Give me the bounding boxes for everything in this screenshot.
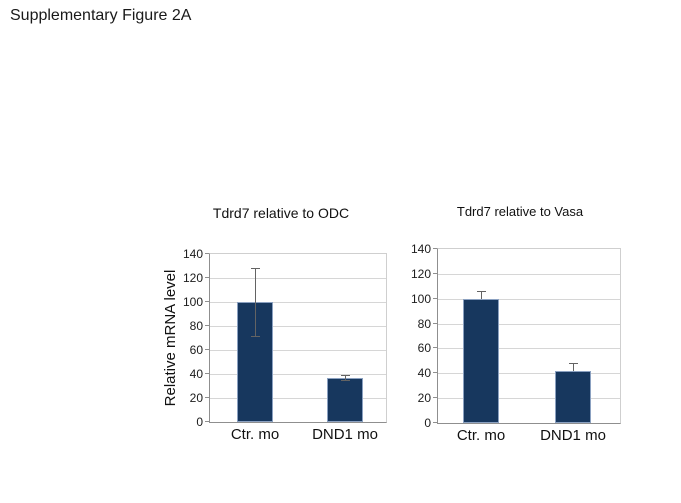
error-bar-cap bbox=[476, 291, 486, 292]
y-tick-label: 80 bbox=[189, 319, 203, 333]
gridline bbox=[210, 350, 386, 351]
y-tick-mark bbox=[205, 373, 209, 374]
plot-area bbox=[209, 253, 387, 423]
error-bar-cap bbox=[250, 268, 260, 269]
gridline bbox=[438, 324, 620, 325]
bar bbox=[237, 302, 273, 422]
gridline bbox=[210, 398, 386, 399]
bar bbox=[555, 371, 591, 423]
gridline bbox=[438, 299, 620, 300]
y-tick-label: 100 bbox=[182, 295, 203, 309]
y-tick-label: 140 bbox=[182, 247, 203, 261]
figure-label: Supplementary Figure 2A bbox=[10, 7, 192, 24]
error-bar-cap bbox=[568, 363, 578, 364]
bar bbox=[327, 378, 363, 422]
y-tick-label: 100 bbox=[410, 292, 431, 306]
error-bar-cap bbox=[340, 375, 350, 376]
y-tick-mark bbox=[205, 253, 209, 254]
y-tick-mark bbox=[433, 298, 437, 299]
y-tick-mark bbox=[205, 349, 209, 350]
y-tick-label: 140 bbox=[410, 242, 431, 256]
x-axis-category-label: Ctr. mo bbox=[230, 426, 280, 443]
bar bbox=[463, 299, 499, 423]
y-tick-mark bbox=[433, 248, 437, 249]
gridline bbox=[210, 302, 386, 303]
chart-title: Tdrd7 relative to ODC bbox=[212, 205, 350, 221]
y-tick-mark bbox=[205, 325, 209, 326]
y-tick-label: 80 bbox=[417, 317, 431, 331]
error-bar bbox=[480, 291, 482, 299]
error-bar bbox=[572, 363, 574, 371]
y-tick-mark bbox=[205, 301, 209, 302]
y-tick-mark bbox=[433, 422, 437, 423]
x-axis-category-label: Ctr. mo bbox=[456, 427, 506, 444]
y-tick-mark bbox=[433, 397, 437, 398]
y-tick-mark bbox=[433, 372, 437, 373]
error-bar-cap bbox=[340, 380, 350, 381]
y-tick-mark bbox=[205, 397, 209, 398]
y-tick-mark bbox=[433, 347, 437, 348]
y-tick-label: 0 bbox=[196, 415, 203, 429]
y-tick-label: 60 bbox=[417, 341, 431, 355]
y-tick-mark bbox=[433, 323, 437, 324]
gridline bbox=[210, 326, 386, 327]
gridline bbox=[438, 348, 620, 349]
chart-title: Tdrd7 relative to Vasa bbox=[456, 204, 584, 219]
y-tick-label: 20 bbox=[417, 391, 431, 405]
y-tick-label: 40 bbox=[189, 367, 203, 381]
gridline bbox=[210, 374, 386, 375]
gridline bbox=[438, 398, 620, 399]
x-axis-category-label: DND1 mo bbox=[312, 426, 378, 443]
y-tick-mark bbox=[205, 421, 209, 422]
gridline bbox=[210, 278, 386, 279]
y-tick-label: 120 bbox=[410, 267, 431, 281]
plot-area bbox=[437, 248, 621, 424]
gridline bbox=[438, 274, 620, 275]
chart-tdrd7-relative-to-vasa: Tdrd7 relative to Vasa 0 20 40 60 80 100 120 14… bbox=[400, 195, 640, 457]
y-tick-mark bbox=[205, 277, 209, 278]
error-bar bbox=[344, 375, 346, 380]
y-tick-label: 20 bbox=[189, 391, 203, 405]
y-tick-label: 0 bbox=[424, 416, 431, 430]
chart-tdrd7-relative-to-odc: Tdrd7 relative to ODC Relative mRNA leve… bbox=[150, 195, 400, 457]
x-axis-category-label: DND1 mo bbox=[540, 427, 606, 444]
y-tick-mark bbox=[433, 273, 437, 274]
y-tick-label: 120 bbox=[182, 271, 203, 285]
y-tick-label: 40 bbox=[417, 366, 431, 380]
gridline bbox=[438, 373, 620, 374]
y-tick-label: 60 bbox=[189, 343, 203, 357]
error-bar bbox=[254, 268, 256, 336]
error-bar-cap bbox=[250, 336, 260, 337]
